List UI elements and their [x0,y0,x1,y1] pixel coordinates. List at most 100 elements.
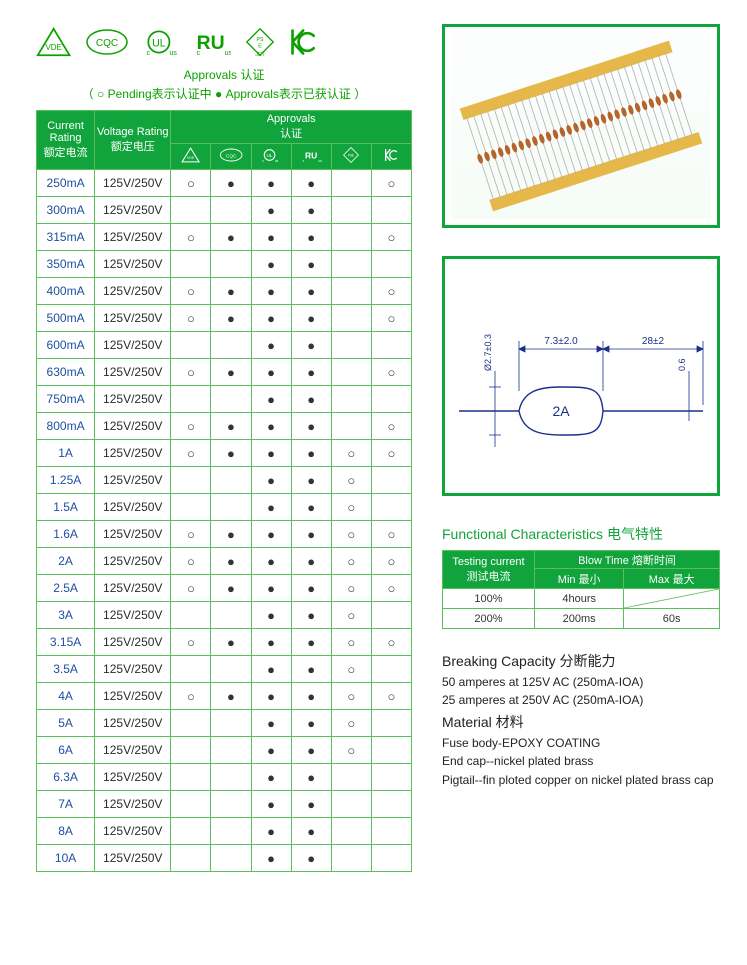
approval-mark-cell: ● [291,494,331,521]
approval-mark-cell [171,251,211,278]
approval-mark-cell: ○ [331,629,371,656]
approval-mark-cell: ● [291,818,331,845]
approval-mark-cell: ● [291,737,331,764]
approval-mark-cell [211,602,251,629]
approval-mark-cell: ● [211,521,251,548]
approval-mark-cell: ○ [171,629,211,656]
kc-logo-icon [289,27,315,57]
approval-mark-cell: ○ [371,683,411,710]
approval-mark-cell: ● [291,710,331,737]
table-row: 6A125V/250V●●○ [37,737,412,764]
approval-mark-cell: ○ [171,521,211,548]
blow-header-testing: Testing current测试电流 [443,551,535,589]
table-row: 4A125V/250V○●●●○○ [37,683,412,710]
approval-mark-cell [331,359,371,386]
approval-mark-cell: ● [251,602,291,629]
spec-line: End cap--nickel plated brass [442,752,720,771]
current-cell: 600mA [37,332,95,359]
svg-text:7.3±2.0: 7.3±2.0 [544,336,578,347]
spec-line: Pigtail--fin ploted copper on nickel pla… [442,771,720,790]
approval-mark-cell: ● [291,440,331,467]
product-photo-placeholder-icon [451,36,711,216]
voltage-cell: 125V/250V [95,305,171,332]
approval-mark-cell [211,737,251,764]
current-cell: 6A [37,737,95,764]
approval-mark-cell [331,791,371,818]
approval-mark-cell [171,332,211,359]
table-row: 7A125V/250V●● [37,791,412,818]
spec-line: Fuse body-EPOXY COATING [442,734,720,753]
approval-mark-cell: ● [291,386,331,413]
current-cell: 1.6A [37,521,95,548]
approval-mark-cell: ● [211,170,251,197]
voltage-cell: 125V/250V [95,845,171,872]
spec-line: 25 amperes at 250V AC (250mA-IOA) [442,691,720,710]
approval-mark-cell [171,737,211,764]
voltage-cell: 125V/250V [95,548,171,575]
voltage-cell: 125V/250V [95,764,171,791]
voltage-cell: 125V/250V [95,656,171,683]
approval-mark-cell: ● [251,386,291,413]
approval-mark-cell [371,332,411,359]
current-cell: 3.5A [37,656,95,683]
voltage-cell: 125V/250V [95,629,171,656]
approval-mark-cell: ● [291,629,331,656]
table-row: 6.3A125V/250V●● [37,764,412,791]
approval-mark-cell: ● [251,791,291,818]
table-row: 1.5A125V/250V●●○ [37,494,412,521]
approval-mark-cell: ○ [171,278,211,305]
svg-text:JET: JET [256,52,266,57]
approval-mark-cell [371,602,411,629]
approval-mark-cell [171,494,211,521]
table-row: 300mA125V/250V●● [37,197,412,224]
approval-mark-cell [211,467,251,494]
cert-col-crus-icon: cRUus [291,144,331,170]
table-row: 3A125V/250V●●○ [37,602,412,629]
approval-mark-cell: ● [211,629,251,656]
left-column: VDE CQC ULcus cRUus PSEJET Approvals 认证 … [36,24,412,872]
table-row: 10A125V/250V●● [37,845,412,872]
approval-mark-cell: ○ [331,521,371,548]
cqc-logo-icon: CQC [85,27,129,57]
approval-mark-cell [211,791,251,818]
table-row: 750mA125V/250V●● [37,386,412,413]
voltage-cell: 125V/250V [95,440,171,467]
approval-mark-cell: ● [291,197,331,224]
approval-mark-cell [171,818,211,845]
approval-mark-cell [371,845,411,872]
approval-mark-cell: ● [211,440,251,467]
approval-mark-cell: ○ [171,575,211,602]
approval-mark-cell: ○ [331,737,371,764]
approval-mark-cell [331,197,371,224]
approval-mark-cell: ○ [371,440,411,467]
blow-cell-diagonal [624,589,720,609]
approval-mark-cell: ○ [371,170,411,197]
current-cell: 350mA [37,251,95,278]
svg-text:c: c [263,159,265,163]
voltage-cell: 125V/250V [95,737,171,764]
spec-block: Breaking Capacity 分断能力 50 amperes at 125… [442,651,720,789]
approval-mark-cell [211,764,251,791]
cert-col-pse-icon: PSE [331,144,371,170]
approval-mark-cell [211,710,251,737]
blow-cell: 4hours [535,589,624,609]
approval-mark-cell [211,251,251,278]
approval-mark-cell: ○ [331,602,371,629]
approval-mark-cell: ● [291,224,331,251]
approval-mark-cell [171,467,211,494]
voltage-cell: 125V/250V [95,359,171,386]
approval-mark-cell: ● [251,413,291,440]
table-row: 3.5A125V/250V●●○ [37,656,412,683]
current-cell: 5A [37,710,95,737]
table-row: 1.25A125V/250V●●○ [37,467,412,494]
svg-text:VDE: VDE [187,156,195,160]
voltage-cell: 125V/250V [95,575,171,602]
approval-mark-cell: ○ [171,683,211,710]
approval-mark-cell [331,224,371,251]
svg-text:CQC: CQC [226,153,237,159]
approval-mark-cell [171,845,211,872]
crus-logo-icon: cRUus [193,27,232,57]
approval-mark-cell: ○ [331,710,371,737]
approval-mark-cell: ● [251,629,291,656]
svg-text:c: c [302,159,304,163]
